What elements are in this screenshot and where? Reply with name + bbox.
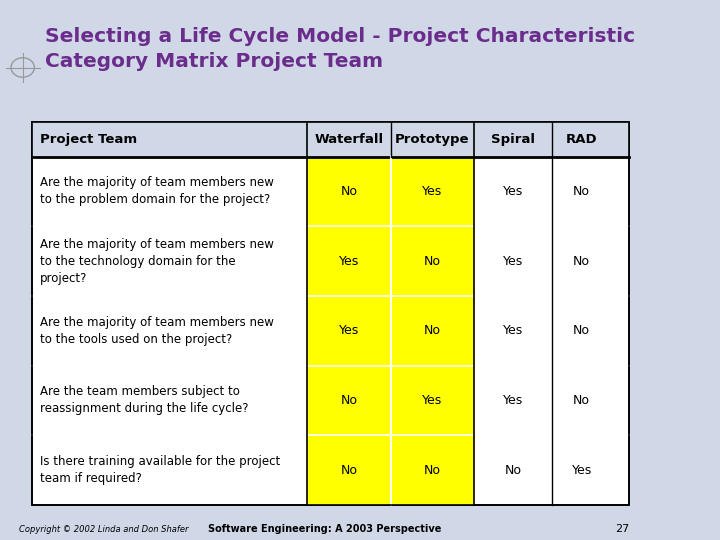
- Text: No: No: [341, 394, 357, 407]
- Text: Software Engineering: A 2003 Perspective: Software Engineering: A 2003 Perspective: [208, 523, 441, 534]
- Text: Yes: Yes: [503, 324, 523, 338]
- Text: Yes: Yes: [338, 324, 359, 338]
- Text: Yes: Yes: [503, 394, 523, 407]
- Text: No: No: [573, 394, 590, 407]
- Text: No: No: [573, 185, 590, 198]
- FancyBboxPatch shape: [307, 296, 390, 366]
- Text: Yes: Yes: [422, 185, 443, 198]
- Text: Waterfall: Waterfall: [314, 132, 383, 146]
- Text: Is there training available for the project
team if required?: Is there training available for the proj…: [40, 455, 281, 485]
- Text: 27: 27: [615, 523, 629, 534]
- FancyBboxPatch shape: [32, 122, 629, 505]
- Text: Yes: Yes: [503, 185, 523, 198]
- Text: Yes: Yes: [572, 463, 592, 477]
- Text: Yes: Yes: [503, 254, 523, 268]
- Text: No: No: [505, 463, 521, 477]
- FancyBboxPatch shape: [390, 435, 474, 505]
- Text: Project Team: Project Team: [40, 132, 138, 146]
- Text: Yes: Yes: [338, 254, 359, 268]
- Text: Selecting a Life Cycle Model - Project Characteristic
Category Matrix Project Te: Selecting a Life Cycle Model - Project C…: [45, 27, 636, 71]
- Text: No: No: [424, 254, 441, 268]
- Text: No: No: [424, 463, 441, 477]
- FancyBboxPatch shape: [307, 366, 390, 435]
- Text: Are the majority of team members new
to the technology domain for the
project?: Are the majority of team members new to …: [40, 238, 274, 285]
- Text: Prototype: Prototype: [395, 132, 469, 146]
- Text: Are the majority of team members new
to the tools used on the project?: Are the majority of team members new to …: [40, 316, 274, 346]
- FancyBboxPatch shape: [307, 157, 390, 226]
- Text: No: No: [341, 463, 357, 477]
- Text: RAD: RAD: [566, 132, 598, 146]
- FancyBboxPatch shape: [390, 296, 474, 366]
- FancyBboxPatch shape: [390, 226, 474, 296]
- Text: No: No: [341, 185, 357, 198]
- FancyBboxPatch shape: [307, 435, 390, 505]
- FancyBboxPatch shape: [390, 366, 474, 435]
- FancyBboxPatch shape: [390, 157, 474, 226]
- Text: Are the team members subject to
reassignment during the life cycle?: Are the team members subject to reassign…: [40, 386, 248, 415]
- FancyBboxPatch shape: [32, 122, 629, 157]
- Text: Copyright © 2002 Linda and Don Shafer: Copyright © 2002 Linda and Don Shafer: [19, 524, 189, 534]
- Text: No: No: [424, 324, 441, 338]
- Text: No: No: [573, 254, 590, 268]
- Text: Spiral: Spiral: [491, 132, 535, 146]
- Text: Are the majority of team members new
to the problem domain for the project?: Are the majority of team members new to …: [40, 177, 274, 206]
- FancyBboxPatch shape: [307, 226, 390, 296]
- Text: Yes: Yes: [422, 394, 443, 407]
- Text: No: No: [573, 324, 590, 338]
